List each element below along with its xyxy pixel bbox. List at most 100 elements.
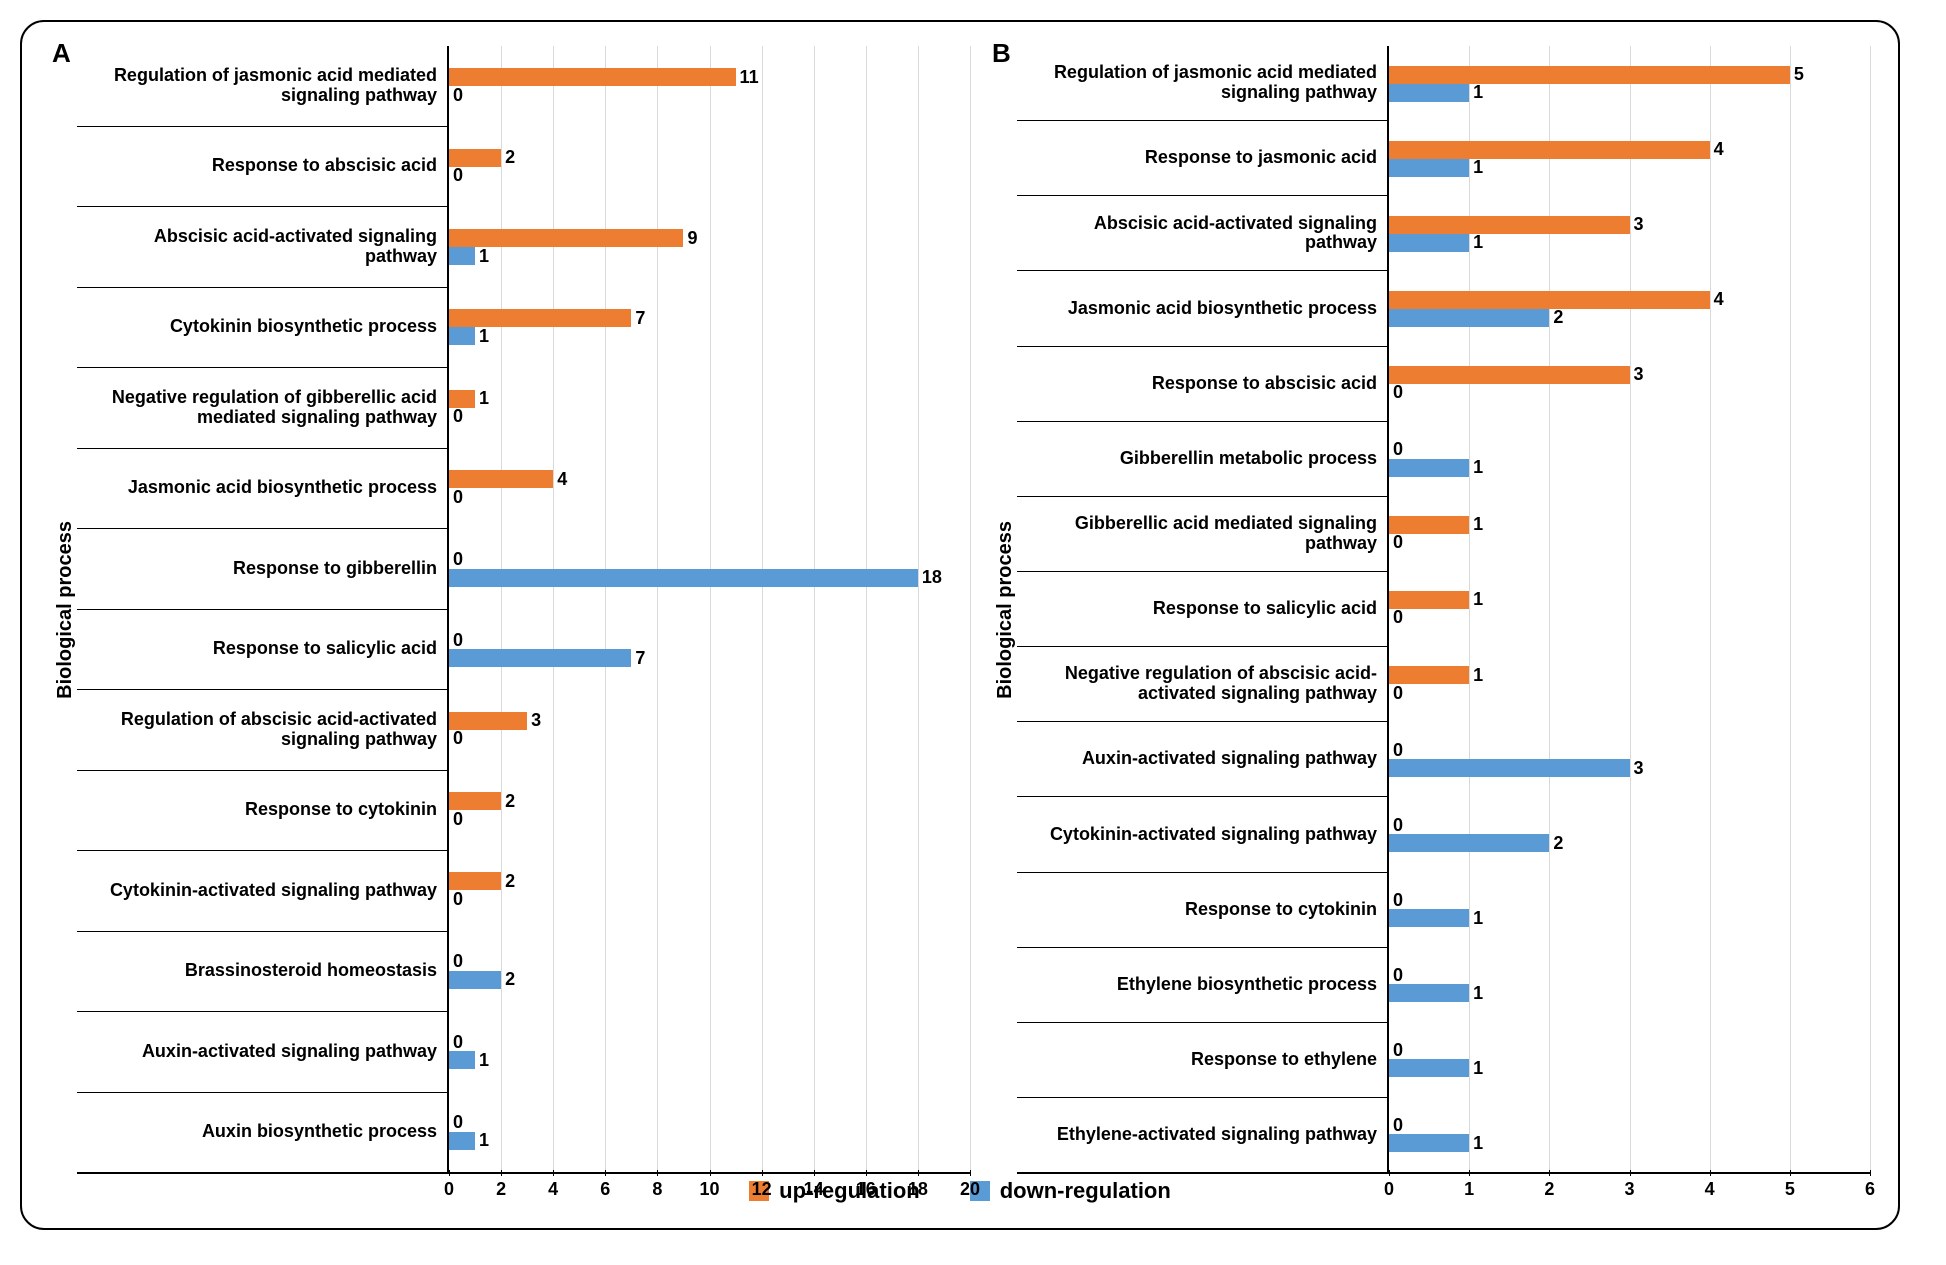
bar-up-value: 0: [1393, 1040, 1403, 1061]
category-label: Abscisic acid-activated signaling pathwa…: [1017, 195, 1387, 270]
x-tick-label: 5: [1785, 1179, 1795, 1200]
bar-up-value: 9: [687, 228, 697, 249]
bar-down-value: 1: [1473, 908, 1483, 929]
bar-down-value: 3: [1634, 758, 1644, 779]
bar-row: 01: [1389, 421, 1870, 496]
bar-down-wrapper: 0: [1389, 534, 1870, 552]
bar-row: 20: [449, 770, 970, 850]
bar-up-wrapper: 3: [449, 712, 970, 730]
bar-down-value: 0: [453, 487, 463, 508]
bar-down-value: 0: [453, 728, 463, 749]
bar-up: [449, 470, 553, 488]
bar-up-value: 1: [1473, 589, 1483, 610]
x-tick-label: 12: [752, 1179, 772, 1200]
bar-down-value: 0: [1393, 382, 1403, 403]
bar-up-value: 0: [1393, 740, 1403, 761]
bar-down-wrapper: 18: [449, 569, 970, 587]
bar-up-wrapper: 2: [449, 149, 970, 167]
bar-down-wrapper: 0: [449, 488, 970, 506]
bar-up-wrapper: 0: [449, 1033, 970, 1051]
bar-up-wrapper: 0: [1389, 741, 1870, 759]
bar-up: [1389, 666, 1469, 684]
bar-down-wrapper: 1: [1389, 909, 1870, 927]
bar-down-wrapper: 1: [1389, 984, 1870, 1002]
bar-up-wrapper: 0: [1389, 816, 1870, 834]
bar-up-value: 4: [1714, 289, 1724, 310]
category-label: Negative regulation of gibberellic acid …: [77, 367, 447, 448]
category-label: Cytokinin-activated signaling pathway: [1017, 796, 1387, 871]
x-tick-label: 6: [1865, 1179, 1875, 1200]
category-label: Gibberellic acid mediated signaling path…: [1017, 496, 1387, 571]
bar-down-value: 1: [1473, 1058, 1483, 1079]
bar-up-wrapper: 0: [449, 953, 970, 971]
category-label: Response to gibberellin: [77, 528, 447, 609]
bar-down-wrapper: 0: [449, 86, 970, 104]
bar-down: [449, 649, 631, 667]
category-label: Response to jasmonic acid: [1017, 120, 1387, 195]
bar-up-wrapper: 1: [1389, 666, 1870, 684]
bar-row: 42: [1389, 271, 1870, 346]
bar-up-value: 0: [453, 549, 463, 570]
bar-up: [449, 229, 683, 247]
bar-up: [449, 712, 527, 730]
bar-down-wrapper: 0: [449, 890, 970, 908]
bar-row: 31: [1389, 196, 1870, 271]
bar-down-wrapper: 2: [1389, 834, 1870, 852]
bar-down-wrapper: 1: [449, 1051, 970, 1069]
category-label: Jasmonic acid biosynthetic process: [1017, 270, 1387, 345]
bar-up-value: 1: [479, 388, 489, 409]
bar-up-value: 0: [453, 1112, 463, 1133]
category-label: Auxin-activated signaling pathway: [1017, 721, 1387, 796]
category-label: Response to abscisic acid: [1017, 346, 1387, 421]
bar-up: [1389, 366, 1630, 384]
panel-b-plot: 0123456514131423001101010030201010101: [1387, 46, 1870, 1174]
bar-up: [1389, 66, 1790, 84]
bar-up-wrapper: 1: [1389, 591, 1870, 609]
bar-down-value: 0: [1393, 532, 1403, 553]
bar-up-value: 1: [1473, 665, 1483, 686]
bar-down: [449, 1132, 475, 1150]
category-label: Response to cytokinin: [1017, 872, 1387, 947]
bar-up-wrapper: 4: [1389, 141, 1870, 159]
x-tick-label: 18: [908, 1179, 928, 1200]
gridline: [970, 46, 971, 1172]
x-tick-label: 4: [1705, 1179, 1715, 1200]
bar-row: 71: [449, 287, 970, 367]
panel-a: A Biological process Regulation of jasmo…: [50, 46, 970, 1174]
bar-down: [1389, 1059, 1469, 1077]
bar-up-wrapper: 1: [449, 390, 970, 408]
bar-down-value: 1: [1473, 232, 1483, 253]
bar-down-value: 0: [453, 165, 463, 186]
bar-up-value: 0: [1393, 1115, 1403, 1136]
bar-down-wrapper: 1: [449, 327, 970, 345]
bar-row: 10: [1389, 571, 1870, 646]
bar-down: [1389, 459, 1469, 477]
category-label: Abscisic acid-activated signaling pathwa…: [77, 206, 447, 287]
bar-down-value: 2: [505, 969, 515, 990]
bar-down-wrapper: 1: [449, 1132, 970, 1150]
bar-down: [1389, 1134, 1469, 1152]
x-tick-label: 0: [1384, 1179, 1394, 1200]
bar-down-wrapper: 0: [449, 730, 970, 748]
bar-up-value: 2: [505, 147, 515, 168]
bar-up-wrapper: 9: [449, 229, 970, 247]
bar-down: [1389, 984, 1469, 1002]
bar-up-wrapper: 3: [1389, 216, 1870, 234]
bar-down-wrapper: 0: [1389, 609, 1870, 627]
bar-down-wrapper: 1: [1389, 159, 1870, 177]
category-label: Response to salicylic acid: [77, 609, 447, 690]
bar-up-wrapper: 0: [1389, 966, 1870, 984]
bar-up-value: 2: [505, 791, 515, 812]
bar-up-wrapper: 4: [1389, 291, 1870, 309]
bar-down: [449, 569, 918, 587]
bar-row: 30: [449, 689, 970, 769]
bar-down-wrapper: 2: [1389, 309, 1870, 327]
category-label: Jasmonic acid biosynthetic process: [77, 448, 447, 529]
bar-row: 10: [449, 368, 970, 448]
x-tick-label: 2: [496, 1179, 506, 1200]
bar-up-wrapper: 5: [1389, 66, 1870, 84]
panel-a-categories: Regulation of jasmonic acid mediated sig…: [77, 46, 447, 1174]
bar-row: 01: [1389, 947, 1870, 1022]
bar-up-value: 0: [453, 630, 463, 651]
bar-down-value: 1: [1473, 1133, 1483, 1154]
